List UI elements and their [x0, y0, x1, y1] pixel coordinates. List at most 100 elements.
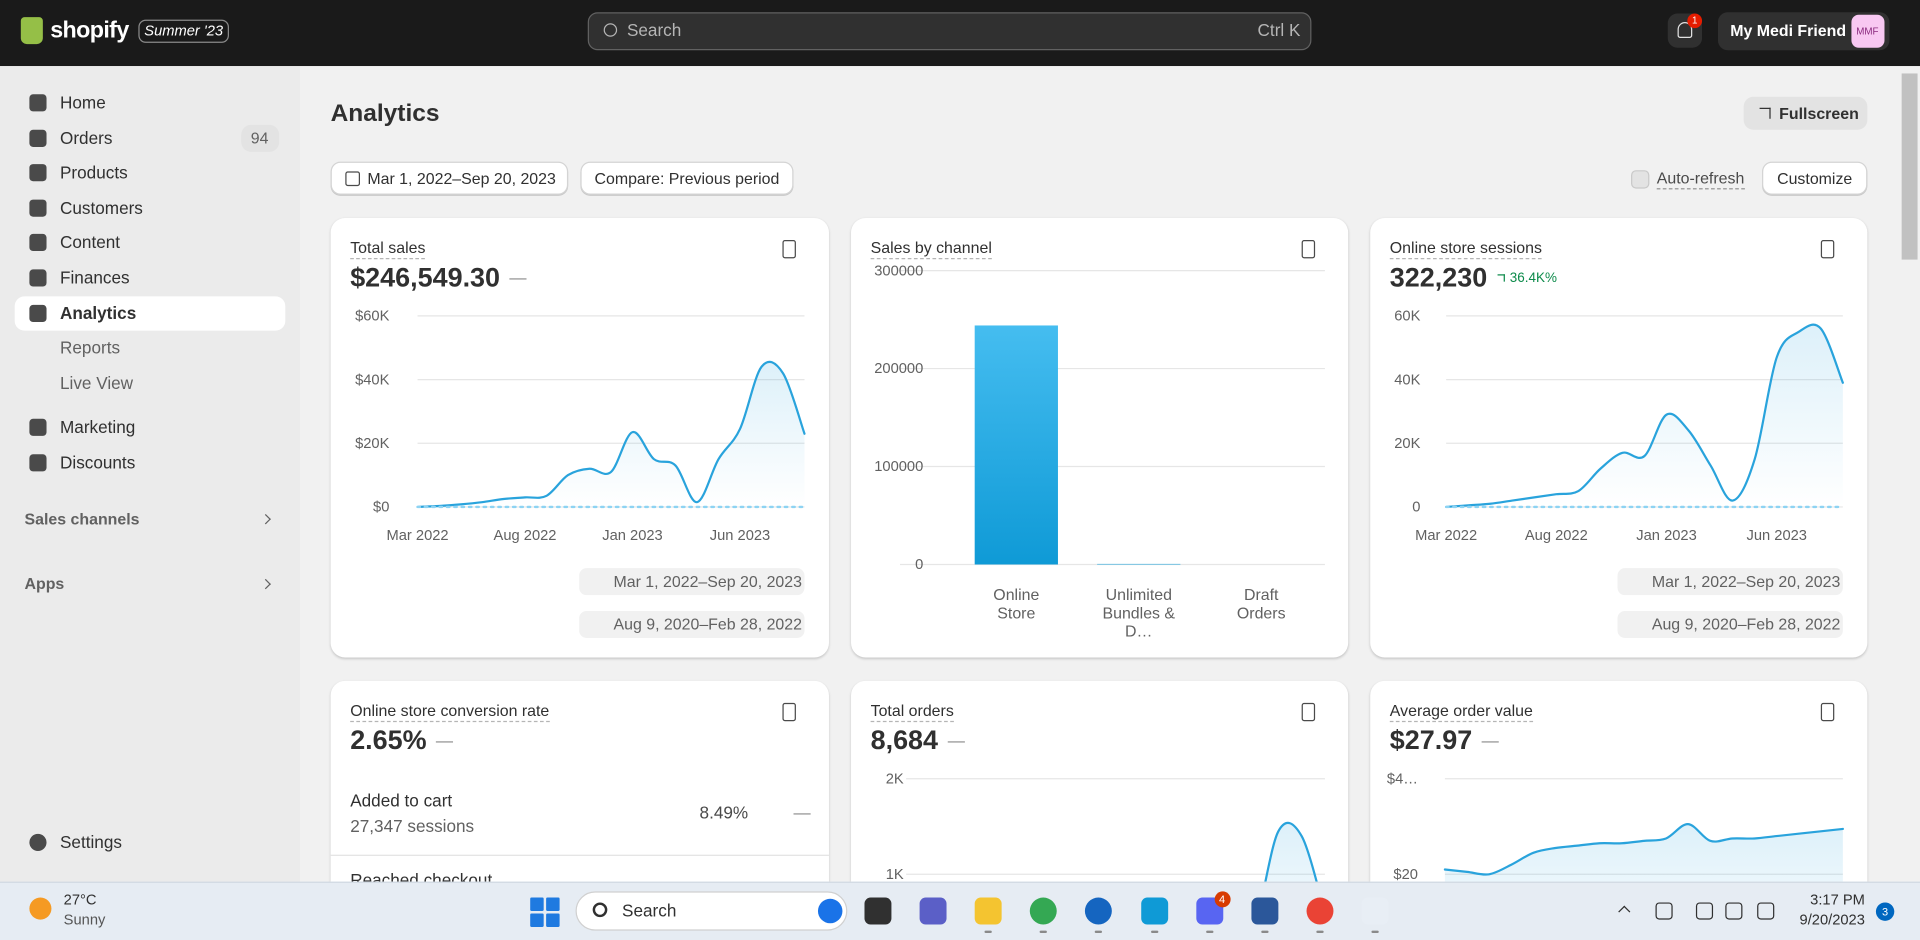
nav-item[interactable]: Products [60, 162, 128, 182]
legend-label: Aug 9, 2020–Feb 28, 2022 [1651, 614, 1841, 634]
start-tile[interactable] [530, 897, 544, 912]
nav-item[interactable]: Customers [60, 197, 143, 218]
start-tile[interactable] [546, 897, 560, 912]
calendar-icon [345, 171, 360, 187]
clock-time: 3:17 PM [1810, 891, 1865, 909]
nav-count-badge [241, 124, 280, 152]
nav-count: 94 [250, 128, 269, 148]
nav-item[interactable]: Home [60, 92, 106, 113]
nav-item[interactable]: Analytics [60, 303, 137, 323]
running-indicator [1371, 930, 1379, 934]
taskbar-app[interactable] [919, 897, 947, 925]
running-indicator [1260, 930, 1269, 934]
export-icon[interactable] [782, 240, 796, 259]
nav-icon [29, 304, 47, 323]
card-title[interactable]: Total orders [870, 701, 954, 722]
card-change: — [509, 267, 527, 288]
x-tick-label: Draft Orders [1236, 585, 1286, 623]
card-title[interactable]: Total sales [350, 238, 426, 259]
taskbar-app[interactable] [1251, 897, 1278, 925]
legend-item [579, 611, 805, 638]
brand: shopify [50, 17, 129, 44]
taskbar-app[interactable] [1140, 897, 1168, 925]
card-title[interactable]: Online store sessions [1389, 238, 1542, 259]
y-tick-label: 20K [1394, 434, 1421, 452]
app-badge [1214, 891, 1231, 908]
clock-date: 9/20/2023 [1799, 910, 1865, 928]
app-badge-count: 4 [1218, 893, 1226, 906]
legend-label: Mar 1, 2022–Sep 20, 2023 [613, 572, 802, 591]
area [1446, 324, 1843, 507]
running-indicator [1039, 930, 1048, 934]
notification-center-count: 3 [1882, 905, 1889, 918]
step-change: — [793, 802, 811, 823]
taskbar-app[interactable] [974, 897, 1002, 925]
auto-refresh-checkbox[interactable] [1631, 170, 1650, 189]
taskbar-search-label: Search [622, 900, 677, 921]
section-heading[interactable]: Sales channels [24, 509, 140, 529]
y-tick-label: $4… [1386, 769, 1418, 788]
nav-item[interactable]: Finances [60, 267, 130, 288]
search-box[interactable] [587, 12, 1312, 51]
date-button[interactable] [330, 161, 569, 195]
taskbar-app[interactable] [1085, 897, 1113, 925]
running-indicator [1095, 930, 1103, 934]
notification-center[interactable] [1875, 902, 1895, 921]
card [851, 217, 1349, 658]
weather-icon [29, 897, 52, 920]
date-range: Mar 1, 2022–Sep 20, 2023 [367, 169, 556, 188]
section-heading[interactable]: Apps [24, 574, 65, 593]
tray-icon[interactable] [1695, 902, 1714, 920]
export-icon[interactable] [1820, 702, 1835, 722]
scrollbar-thumb[interactable] [1901, 73, 1918, 260]
start-tile[interactable] [546, 913, 560, 927]
tray-icon[interactable] [1757, 902, 1775, 920]
card-title[interactable]: Online store conversion rate [350, 701, 550, 722]
fullscreen-icon [1759, 107, 1771, 119]
settings[interactable]: Settings [60, 832, 122, 852]
card-title[interactable]: Average order value [1389, 701, 1533, 722]
nav-item[interactable]: Reports [60, 337, 121, 358]
x-tick-label: Jun 2023 [1746, 526, 1807, 544]
nav-item[interactable]: Discounts [60, 452, 136, 473]
export-icon[interactable] [782, 702, 796, 722]
nav-active[interactable] [14, 296, 286, 331]
y-tick-label: $0 [373, 498, 390, 516]
compare-button[interactable] [580, 161, 794, 195]
y-tick-label: 300000 [874, 261, 924, 279]
export-icon[interactable] [1301, 240, 1316, 259]
start-tile[interactable] [530, 913, 544, 927]
export-icon[interactable] [1301, 702, 1316, 722]
x-tick-label: Mar 2022 [1415, 526, 1478, 544]
y-tick-label: $60K [355, 307, 390, 325]
store-name: My Medi Friend [1730, 21, 1847, 40]
tray-icon[interactable] [1655, 902, 1673, 920]
nav-item[interactable]: Orders [60, 128, 113, 148]
x-tick-label: Jun 2023 [709, 526, 771, 544]
fullscreen-button[interactable] [1743, 96, 1868, 130]
y-tick-label: 0 [915, 555, 924, 573]
card-change: — [947, 730, 965, 751]
line [1445, 323, 1844, 509]
customize-button[interactable] [1762, 161, 1868, 195]
step-sessions: 27,347 sessions [350, 816, 475, 836]
taskbar-search[interactable] [575, 891, 848, 931]
card-value: 8,684 [870, 724, 939, 756]
taskbar-app[interactable] [1306, 897, 1334, 925]
card-title[interactable]: Sales by channel [870, 238, 992, 259]
tray-icon[interactable] [1725, 902, 1743, 920]
x-tick-label: Jan 2023 [602, 526, 663, 544]
nav-item[interactable]: Marketing [60, 417, 136, 437]
taskbar-app[interactable] [864, 897, 892, 925]
bar [1097, 563, 1181, 565]
nav-item[interactable]: Content [60, 232, 121, 252]
nav-icon [29, 94, 47, 112]
export-icon[interactable] [1820, 240, 1835, 259]
sidebar [0, 66, 300, 882]
taskbar-app[interactable] [1361, 897, 1389, 925]
nav-item[interactable]: Live View [60, 372, 134, 393]
taskbar-app[interactable] [1030, 897, 1058, 925]
x-tick-label: Online Store [993, 585, 1040, 623]
